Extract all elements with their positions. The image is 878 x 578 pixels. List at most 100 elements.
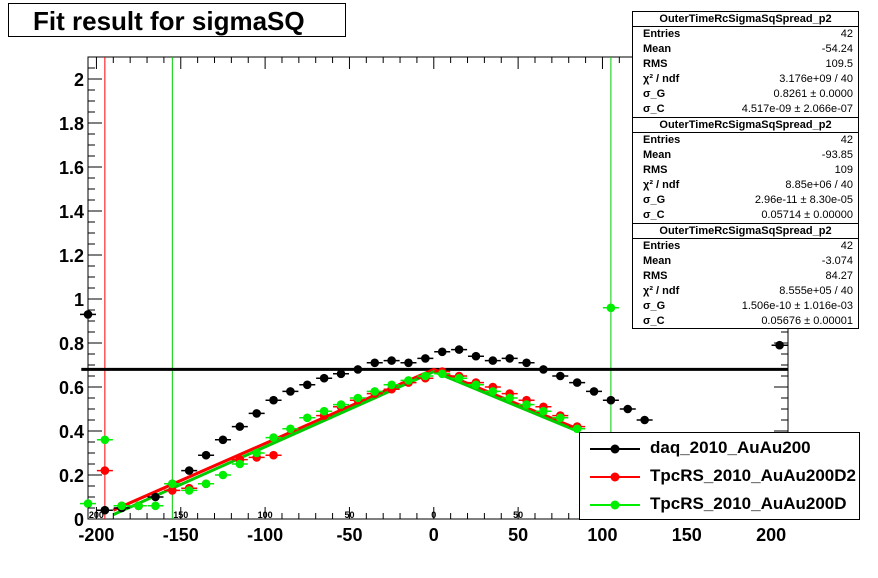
data-point bbox=[522, 358, 531, 368]
data-point bbox=[606, 303, 616, 313]
data-point bbox=[572, 424, 582, 434]
data-point bbox=[421, 371, 430, 381]
data-point bbox=[100, 435, 110, 445]
stats-box-title: OuterTimeRcSigmaSqSpread_p2 bbox=[633, 12, 858, 27]
legend-label: TpcRS_2010_AuAu200D2 bbox=[650, 466, 856, 485]
data-point bbox=[252, 409, 261, 418]
chart-title: Fit result for sigmaSQ bbox=[33, 6, 305, 36]
stats-row: Entries 42 bbox=[643, 240, 853, 252]
data-point bbox=[387, 380, 396, 390]
data-point bbox=[117, 501, 127, 511]
data-point bbox=[336, 400, 346, 409]
fit-line-fit_rs bbox=[112, 369, 578, 516]
data-point bbox=[522, 400, 531, 409]
stats-row: Entries 42 bbox=[643, 28, 853, 40]
x-tick-label: 200 bbox=[756, 525, 786, 545]
data-point bbox=[572, 378, 582, 387]
data-point bbox=[168, 486, 177, 495]
y-tick-label: 0.2 bbox=[59, 466, 84, 486]
x-tick-label-inner: 50 bbox=[513, 510, 523, 520]
data-point bbox=[235, 459, 245, 469]
legend-entry-daq: daq_2010_AuAu200 bbox=[580, 435, 859, 463]
x-tick-label: 50 bbox=[508, 525, 528, 545]
stats-row: Mean -3.074 bbox=[643, 255, 853, 267]
data-point bbox=[640, 415, 649, 425]
data-point bbox=[286, 387, 295, 396]
fit-line-fit_rs2 bbox=[112, 367, 578, 512]
data-point bbox=[404, 358, 413, 368]
stats-row: Entries 42 bbox=[643, 134, 853, 146]
y-tick-label: 1.6 bbox=[59, 158, 84, 178]
stats-row: σ_G 1.506e-10 ± 1.016e-03 bbox=[643, 300, 853, 312]
x-tick-label: 0 bbox=[429, 525, 439, 545]
x-tick-label: 150 bbox=[672, 525, 702, 545]
legend: daq_2010_AuAu200 TpcRS_2010_AuAu200D2 Tp… bbox=[579, 432, 860, 520]
y-tick-label: 1 bbox=[74, 290, 84, 310]
data-point bbox=[775, 340, 784, 350]
data-point bbox=[555, 371, 565, 381]
stats-row: RMS 84.27 bbox=[643, 270, 853, 282]
stats-box-3: OuterTimeRcSigmaSqSpread_p2 Entries 42 Me… bbox=[632, 223, 859, 329]
data-point bbox=[184, 486, 194, 495]
x-tick-label-inner: 200 bbox=[89, 510, 104, 520]
data-point bbox=[168, 479, 177, 489]
stats-row: σ_C 4.517e-09 ± 2.066e-07 bbox=[643, 103, 853, 115]
stats-row: Mean -93.85 bbox=[643, 149, 853, 161]
data-point bbox=[539, 365, 548, 374]
data-point bbox=[404, 376, 413, 385]
fit-lines bbox=[81, 367, 788, 516]
data-point bbox=[539, 406, 548, 416]
data-point bbox=[353, 393, 363, 403]
data-point bbox=[302, 380, 312, 390]
data-point bbox=[319, 406, 329, 416]
data-point bbox=[370, 387, 380, 396]
stats-row: χ² / ndf 3.176e+09 / 40 bbox=[643, 73, 853, 85]
data-point bbox=[437, 347, 447, 357]
x-tick-label-inner: 150 bbox=[173, 510, 188, 520]
stats-box-1: OuterTimeRcSigmaSqSpread_p2 Entries 42 Me… bbox=[632, 11, 859, 119]
series-3 bbox=[80, 303, 619, 511]
data-point bbox=[269, 433, 278, 442]
stats-box-title: OuterTimeRcSigmaSqSpread_p2 bbox=[633, 224, 858, 239]
x-tick-label: -150 bbox=[163, 525, 199, 545]
y-tick-label: 1.8 bbox=[59, 114, 84, 134]
x-tick-label-inner: 0 bbox=[431, 510, 436, 520]
stats-row: Mean -54.24 bbox=[643, 43, 853, 55]
data-point bbox=[353, 365, 363, 374]
data-point bbox=[319, 373, 329, 383]
data-point bbox=[286, 424, 295, 434]
data-point bbox=[218, 470, 228, 480]
data-point bbox=[269, 395, 278, 405]
legend-label: TpcRS_2010_AuAu200D bbox=[650, 494, 847, 513]
data-point bbox=[454, 373, 464, 383]
x-tick-label: -100 bbox=[247, 525, 283, 545]
data-point bbox=[454, 345, 464, 354]
data-point bbox=[387, 356, 396, 365]
data-point bbox=[471, 351, 481, 361]
data-point bbox=[471, 380, 481, 390]
data-point bbox=[151, 492, 160, 502]
data-point bbox=[336, 369, 346, 379]
legend-entry-rs2: TpcRS_2010_AuAu200D2 bbox=[580, 463, 859, 491]
data-point bbox=[201, 479, 211, 489]
stats-row: σ_C 0.05676 ± 0.00001 bbox=[643, 315, 853, 327]
data-point bbox=[269, 450, 278, 460]
vertical-marker-lines bbox=[104, 57, 612, 519]
x-tick-label: 100 bbox=[587, 525, 617, 545]
data-point bbox=[218, 435, 228, 445]
y-tick-label: 1.4 bbox=[59, 202, 84, 222]
series-2 bbox=[96, 367, 586, 511]
stats-row: RMS 109 bbox=[643, 164, 853, 176]
data-point bbox=[623, 404, 633, 414]
stats-box-title: OuterTimeRcSigmaSqSpread_p2 bbox=[633, 118, 858, 133]
legend-entry-rs: TpcRS_2010_AuAu200D bbox=[580, 491, 859, 519]
y-tick-label: 2 bbox=[74, 70, 84, 90]
x-tick-label-inner: 100 bbox=[258, 510, 273, 520]
data-point bbox=[83, 499, 93, 508]
data-point bbox=[134, 501, 143, 511]
stats-row: σ_G 0.8261 ± 0.0000 bbox=[643, 88, 853, 100]
stats-box-2: OuterTimeRcSigmaSqSpread_p2 Entries 42 Me… bbox=[632, 117, 859, 225]
data-point bbox=[589, 387, 599, 396]
x-tick-label: -50 bbox=[336, 525, 362, 545]
